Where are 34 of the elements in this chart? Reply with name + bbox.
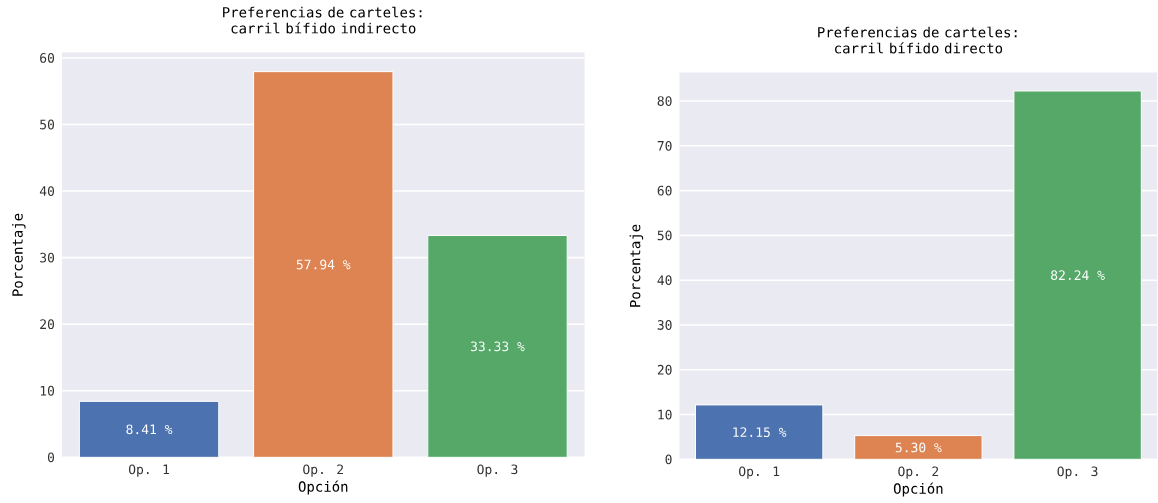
y-axis-title: Porcentaje bbox=[12, 213, 26, 296]
x-axis-title: Opción bbox=[893, 482, 943, 497]
data-label: 5.30 % bbox=[895, 442, 942, 453]
y-tick-label: 40 bbox=[39, 186, 55, 196]
y-tick-label: 0 bbox=[47, 452, 55, 463]
x-axis-title: Opción bbox=[298, 480, 348, 495]
y-axis-title: Porcentaje bbox=[629, 224, 644, 307]
x-tick-label: Op. 3 bbox=[477, 464, 518, 477]
y-tick-label: 60 bbox=[657, 185, 672, 196]
x-tick-label: Op. 2 bbox=[898, 466, 939, 479]
y-tick-label: 10 bbox=[658, 409, 672, 420]
chart-title: Preferencias de carteles: carril bífido directo bbox=[818, 26, 1017, 54]
y-tick-label: 40 bbox=[657, 275, 672, 285]
x-tick-label: Op. 1 bbox=[128, 464, 170, 477]
data-label: 8.41 % bbox=[126, 424, 173, 435]
y-tick-label: 70 bbox=[657, 140, 672, 151]
chart-title: Preferencias de carteles: carril bífido indirecto bbox=[223, 6, 422, 34]
data-label: 33.33 % bbox=[471, 341, 525, 352]
y-tick-label: 50 bbox=[40, 119, 55, 130]
data-label: 57.94 % bbox=[296, 259, 351, 270]
y-tick-label: 30 bbox=[40, 252, 55, 263]
y-tick-label: 20 bbox=[657, 364, 672, 375]
y-tick-label: 80 bbox=[657, 95, 672, 106]
x-tick-label: Op. 3 bbox=[1057, 466, 1098, 479]
y-tick-label: 10 bbox=[40, 385, 55, 396]
data-label: 12.15 % bbox=[733, 427, 787, 437]
y-tick-label: 0 bbox=[665, 454, 672, 465]
y-tick-label: 30 bbox=[657, 319, 672, 330]
data-label: 82.24 % bbox=[1051, 270, 1105, 280]
y-tick-label: 50 bbox=[657, 230, 672, 241]
x-tick-label: Op. 1 bbox=[739, 466, 780, 479]
x-tick-label: Op. 2 bbox=[303, 464, 344, 477]
y-tick-label: 20 bbox=[40, 319, 55, 329]
y-tick-label: 60 bbox=[40, 52, 55, 63]
